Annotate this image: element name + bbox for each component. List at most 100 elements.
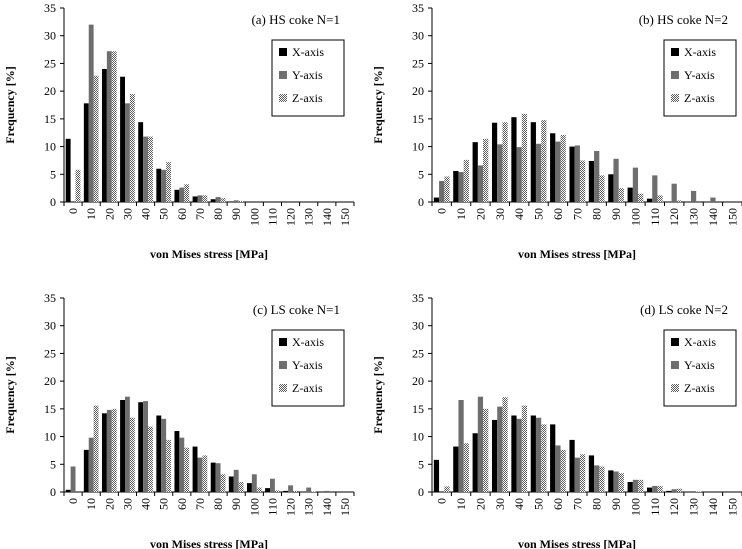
x-tick-label: 140 (320, 498, 334, 516)
x-tick-label: 20 (102, 498, 116, 510)
legend-label-z-axis: Z-axis (292, 91, 323, 105)
bar-y-axis (458, 172, 464, 202)
bar-x-axis (666, 490, 672, 492)
bar-y-axis (671, 489, 677, 492)
bar-z-axis (541, 119, 547, 202)
bar-x-axis (646, 487, 653, 492)
bar-z-axis (444, 176, 450, 202)
bar-x-axis (453, 170, 459, 202)
legend-swatch-x-axis (279, 338, 287, 346)
bar-y-axis (179, 187, 185, 202)
bar-y-axis (124, 103, 130, 202)
bar-x-axis (83, 103, 89, 202)
x-tick-label: 20 (473, 498, 487, 510)
bar-x-axis (550, 424, 556, 492)
bar-z-axis (202, 455, 208, 492)
x-tick-label: 10 (454, 498, 468, 510)
x-tick-label: 100 (628, 498, 642, 516)
bar-y-axis (632, 167, 639, 202)
x-tick-label: 150 (338, 498, 352, 516)
bar-z-axis (618, 473, 624, 492)
bar-y-axis (197, 457, 203, 492)
x-tick-label: 150 (725, 208, 739, 226)
bar-x-axis (472, 142, 478, 202)
x-tick-label: 60 (551, 208, 565, 220)
bar-z-axis (618, 188, 624, 202)
bar-y-axis (288, 485, 294, 492)
bar-y-axis (574, 145, 580, 202)
bar-x-axis (101, 68, 107, 202)
bar-x-axis (265, 488, 270, 492)
bar-x-axis (569, 439, 575, 492)
x-axis-label: von Mises stress [MPa] (518, 537, 636, 549)
bar-y-axis (535, 143, 542, 202)
bar-y-axis (671, 183, 677, 202)
x-tick-label: 20 (102, 208, 116, 220)
bar-y-axis (88, 437, 94, 492)
bar-y-axis (306, 487, 312, 492)
x-tick-label: 150 (725, 498, 739, 516)
legend-label-z-axis: Z-axis (684, 91, 715, 105)
x-tick-label: 50 (532, 498, 546, 510)
chart-panel-1: 0 5 10 15 20 25 30 35 0 10 20 30 40 50 60 70 80 90 100 110 1… (3, 1, 355, 261)
bar-z-axis (75, 169, 81, 202)
bar-x-axis (210, 462, 216, 492)
y-tick-label: 15 (44, 112, 56, 126)
y-tick-label: 15 (44, 402, 56, 416)
legend-swatch-y-axis (671, 361, 679, 369)
bar-x-axis (192, 446, 198, 492)
bar-z-axis (638, 479, 644, 492)
x-tick-label: 60 (175, 208, 189, 220)
x-tick-label: 50 (157, 498, 171, 510)
bar-z-axis (676, 488, 683, 492)
y-tick-label: 35 (412, 1, 424, 15)
legend-swatch-x-axis (671, 48, 679, 56)
x-axis-label: von Mises stress [MPa] (518, 247, 636, 261)
x-tick-label: 90 (609, 208, 623, 220)
chart-title: (a) HS coke N=1 (251, 12, 340, 27)
bar-z-axis (599, 175, 605, 202)
x-tick-label: 90 (229, 498, 243, 510)
x-tick-label: 130 (687, 498, 701, 516)
bar-x-axis (569, 146, 575, 202)
bar-x-axis (120, 399, 125, 492)
bar-z-axis (463, 159, 469, 202)
bar-z-axis (579, 454, 586, 492)
x-tick-label: 40 (512, 208, 526, 220)
x-tick-label: 120 (667, 498, 681, 516)
y-tick-label: 15 (412, 402, 424, 416)
legend-swatch-z-axis (671, 384, 679, 392)
bar-x-axis (453, 446, 459, 492)
bar-y-axis (143, 136, 149, 202)
x-tick-label: 140 (706, 208, 720, 226)
bar-y-axis (555, 141, 561, 202)
x-tick-label: 30 (120, 208, 134, 220)
legend: X-axis Y-axis Z-axis (271, 39, 345, 117)
x-tick-label: 130 (302, 208, 316, 226)
bar-z-axis (676, 200, 683, 202)
bar-z-axis (166, 439, 172, 492)
x-tick-label: 50 (157, 208, 171, 220)
bar-y-axis (516, 147, 522, 202)
y-tick-label: 30 (44, 319, 56, 333)
bar-z-axis (599, 466, 605, 492)
bar-z-axis (93, 405, 99, 492)
x-tick-label: 120 (284, 498, 298, 516)
bar-x-axis (491, 419, 498, 492)
chart-title: (c) LS coke N=1 (253, 302, 340, 317)
y-tick-label: 35 (44, 1, 56, 15)
bar-z-axis (502, 122, 508, 202)
y-tick-label: 0 (418, 195, 424, 209)
bar-x-axis (511, 415, 517, 492)
x-tick-label: 80 (590, 208, 604, 220)
y-tick-label: 30 (412, 29, 424, 43)
bar-x-axis (156, 415, 162, 492)
x-tick-label: 20 (473, 208, 487, 220)
bar-y-axis (215, 197, 221, 202)
x-tick-label: 150 (338, 208, 352, 226)
x-tick-label: 10 (454, 208, 468, 220)
y-tick-label: 35 (44, 291, 56, 305)
bar-z-axis (274, 490, 280, 492)
bar-x-axis (588, 455, 595, 492)
